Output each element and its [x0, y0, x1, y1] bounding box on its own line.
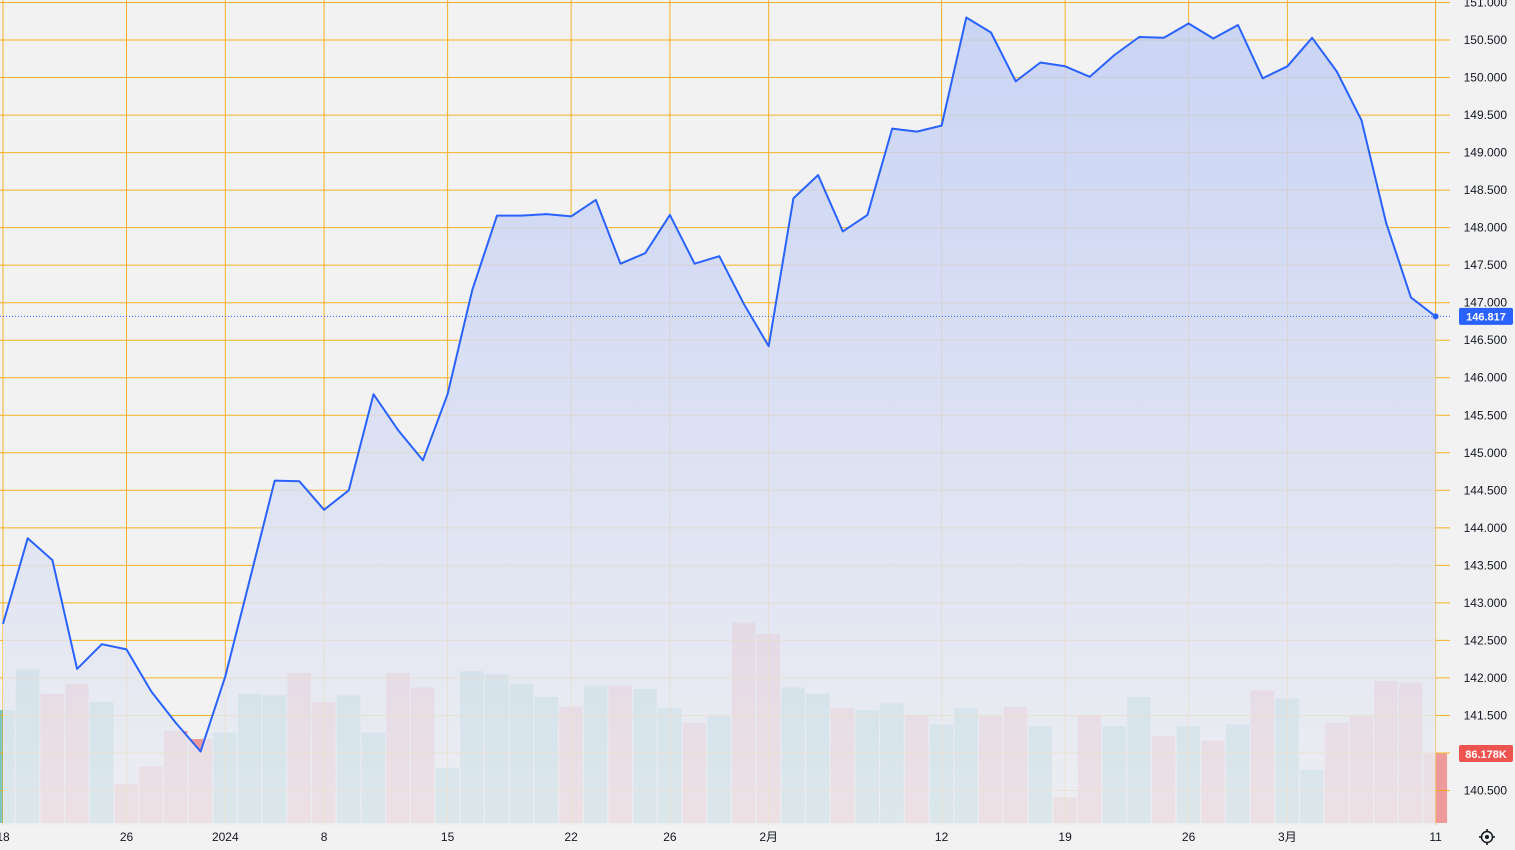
gear-icon[interactable] — [1479, 829, 1495, 845]
last-volume-badge: 86.178K — [1459, 745, 1513, 762]
price-tick-label: 140.500 — [1464, 784, 1508, 798]
last-volume-label: 86.178K — [1465, 749, 1507, 761]
price-tick-label: 150.000 — [1464, 71, 1508, 85]
price-tick-label: 144.000 — [1464, 521, 1508, 535]
last-value-badges: 146.817 86.178K — [1432, 307, 1513, 762]
price-tick-label: 148.500 — [1464, 183, 1508, 197]
last-price-badge: 146.817 — [1459, 307, 1513, 325]
time-tick-label: 18 — [0, 830, 10, 844]
price-tick-label: 147.500 — [1464, 258, 1508, 272]
price-tick-label: 141.500 — [1464, 708, 1508, 722]
price-line — [2, 16, 1437, 753]
price-tick-label: 145.000 — [1464, 446, 1508, 460]
price-tick-label: 143.500 — [1464, 558, 1508, 572]
time-tick-label: 2月 — [759, 830, 778, 844]
last-price-label: 146.817 — [1466, 311, 1506, 323]
time-tick-label: 26 — [120, 830, 134, 844]
price-tick-label: 142.000 — [1464, 671, 1508, 685]
price-area — [0, 16, 1450, 825]
time-tick-label: 8 — [321, 830, 328, 844]
price-tick-label: 150.500 — [1464, 33, 1508, 47]
time-tick-label: 26 — [663, 830, 677, 844]
price-tick-label: 146.500 — [1464, 333, 1508, 347]
price-tick-label: 149.500 — [1464, 108, 1508, 122]
last-price-point — [1432, 313, 1439, 320]
price-area-fill — [3, 17, 1436, 825]
time-tick-label: 12 — [935, 830, 949, 844]
time-tick-label: 26 — [1182, 830, 1196, 844]
price-tick-label: 149.000 — [1464, 146, 1508, 160]
price-tick-label: 142.500 — [1464, 633, 1508, 647]
price-tick-label: 143.000 — [1464, 596, 1508, 610]
price-tick-label: 146.000 — [1464, 371, 1508, 385]
time-tick-label: 11 — [1429, 830, 1442, 844]
price-tick-label: 144.500 — [1464, 483, 1508, 497]
time-axis[interactable]: 18 26 2024 8 15 22 26 2月 12 19 26 3月 11 — [0, 830, 1442, 844]
time-tick-label: 15 — [441, 830, 455, 844]
time-tick-label: 19 — [1058, 830, 1072, 844]
time-tick-label: 2024 — [212, 830, 239, 844]
time-tick-label: 22 — [564, 830, 578, 844]
price-tick-label: 151.000 — [1464, 0, 1508, 10]
time-tick-label: 3月 — [1278, 830, 1297, 844]
price-tick-label: 148.000 — [1464, 221, 1508, 235]
price-tick-label: 145.500 — [1464, 408, 1508, 422]
price-tick-label: 147.000 — [1464, 296, 1508, 310]
